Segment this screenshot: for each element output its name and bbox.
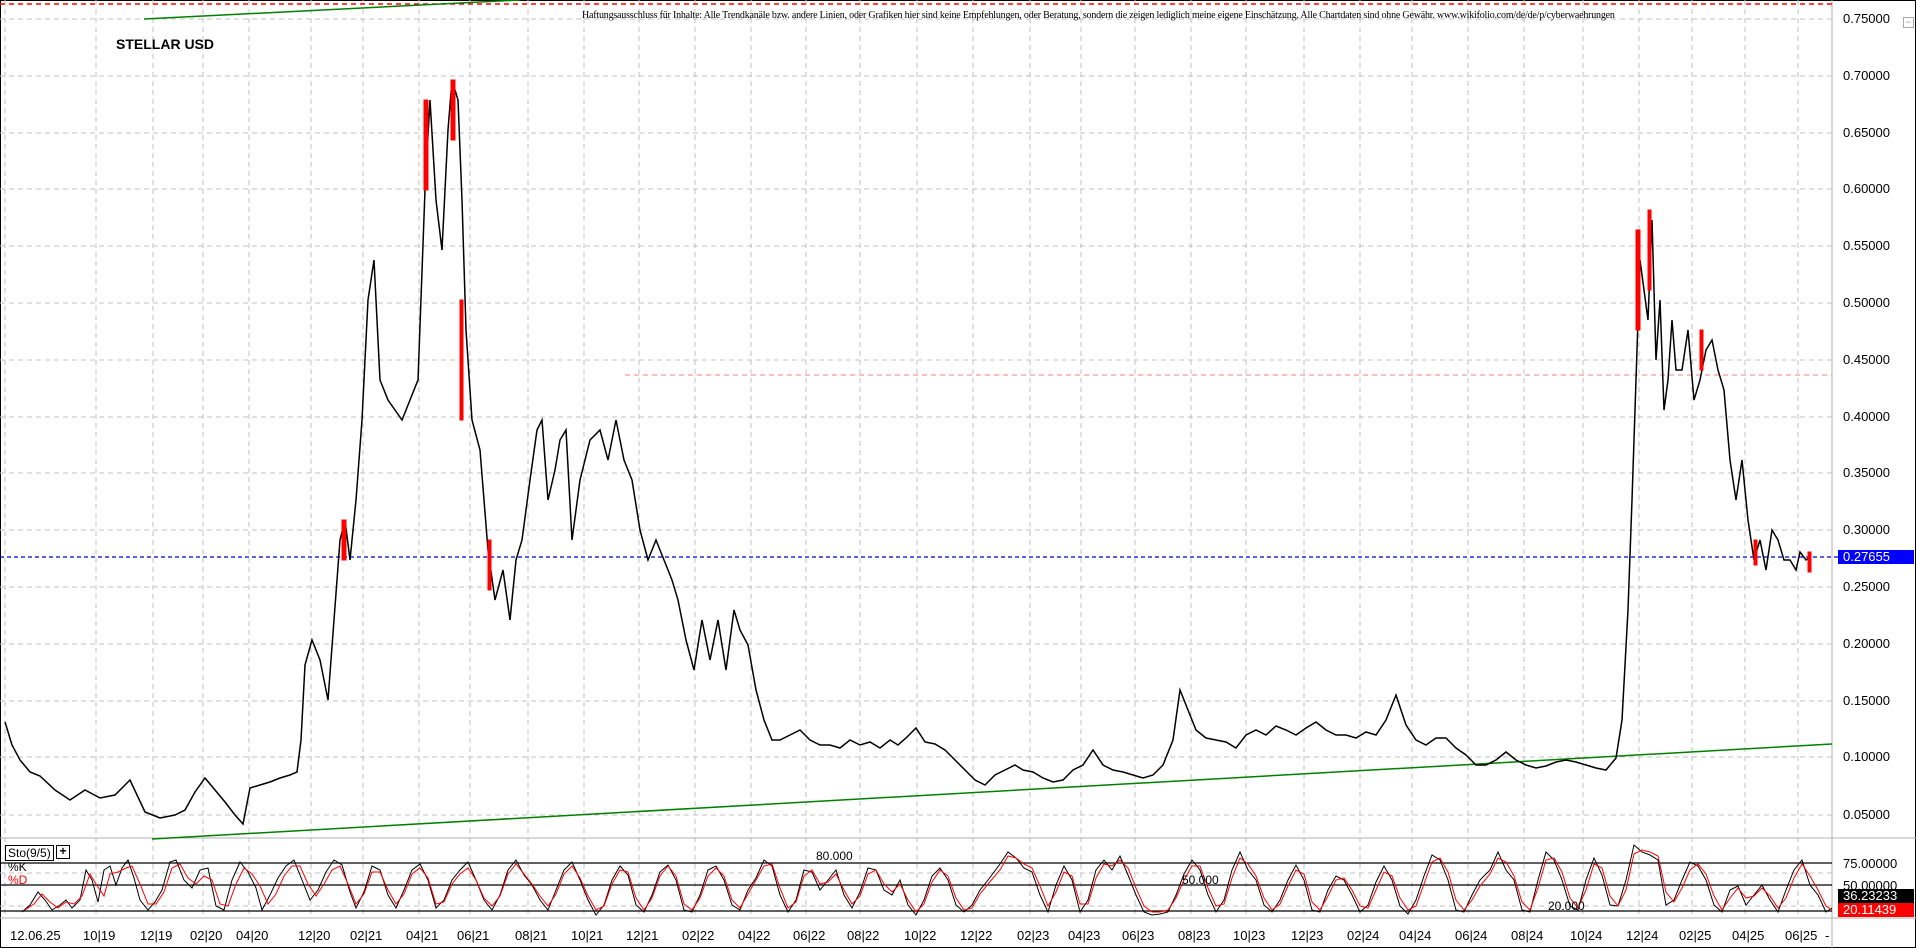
x-tick: 08|21 [515,928,548,943]
x-tick: 12|22 [960,928,993,943]
x-tick: 02|23 [1017,928,1050,943]
x-tick: 12|21 [626,928,659,943]
disclaimer-text: Haftungsausschluss für Inhalte: Alle Tre… [582,10,1615,21]
k-value-badge: 36.23233 [1838,889,1914,903]
x-tick: 04|22 [738,928,771,943]
y-tick: 0.05000 [1843,807,1890,822]
x-tick: 08|24 [1511,928,1544,943]
x-tick: 04|25 [1732,928,1765,943]
upper-trendline [143,0,521,20]
x-tick: 10|19 [83,928,116,943]
y-tick: 0.25000 [1843,579,1890,594]
x-tick: 10|24 [1570,928,1603,943]
y-tick: 0.20000 [1843,636,1890,651]
x-tick: 06|21 [457,928,490,943]
x-tick: 02|20 [190,928,223,943]
x-tick: - [1825,928,1830,943]
y-tick: 0.35000 [1843,465,1890,480]
level-80-label: 80.000 [816,849,853,863]
y-tick: 0.40000 [1843,409,1890,424]
level-20-label: 20.000 [1548,899,1585,913]
x-tick: 08|23 [1178,928,1211,943]
x-tick: 02|22 [682,928,715,943]
x-tick: 06|23 [1122,928,1155,943]
y-tick: 0.75000 [1843,11,1890,26]
y-tick: 0.55000 [1843,238,1890,253]
price-highlights-red [341,79,1812,591]
level-50-label: 50.000 [1182,873,1219,887]
x-tick: 12|19 [140,928,173,943]
x-tick: 12.06.25 [10,928,61,943]
y-tick: 0.70000 [1843,68,1890,83]
current-price-badge: 0.27655 [1838,550,1914,564]
x-tick: 06|25 [1785,928,1818,943]
collapse-panel-icon[interactable]: − [1903,17,1914,28]
legend-d: %D [8,873,28,887]
legend-k: %K [8,860,27,874]
x-tick: 06|24 [1455,928,1488,943]
stochastic-k-line [21,844,1833,916]
x-tick: 12|24 [1626,928,1659,943]
y-tick: 0.15000 [1843,693,1890,708]
y-tick: 0.65000 [1843,125,1890,140]
stochastic-d-line [24,849,1833,913]
y-tick: 0.45000 [1843,352,1890,367]
x-tick: 04|20 [236,928,269,943]
y-tick: 0.50000 [1843,295,1890,310]
x-tick: 02|24 [1347,928,1380,943]
y-tick: 0.10000 [1843,749,1890,764]
x-tick: 10|23 [1233,928,1266,943]
x-tick: 04|24 [1399,928,1432,943]
add-indicator-button[interactable]: + [56,845,70,859]
y-tick: 0.60000 [1843,181,1890,196]
time-gridlines [4,0,1799,918]
x-tick: 12|20 [298,928,331,943]
price-candles [4,79,1811,826]
support-trendline [151,743,1833,840]
indicator-name-button[interactable]: Sto(9/5) [5,845,54,861]
x-tick: 04|23 [1068,928,1101,943]
x-tick: 12|23 [1291,928,1324,943]
x-tick: 08|22 [847,928,880,943]
d-value-badge: 20.11439 [1838,903,1914,917]
x-tick: 10|22 [904,928,937,943]
x-tick: 02|25 [1679,928,1712,943]
price-gridlines [0,18,1832,816]
chart-title: STELLAR USD [116,36,214,52]
x-tick: 04|21 [406,928,439,943]
osc-y-tick: 75.00000 [1843,856,1898,871]
x-tick: 10|21 [571,928,604,943]
x-tick: 02|21 [350,928,383,943]
y-tick: 0.30000 [1843,522,1890,537]
x-tick: 06|22 [793,928,826,943]
